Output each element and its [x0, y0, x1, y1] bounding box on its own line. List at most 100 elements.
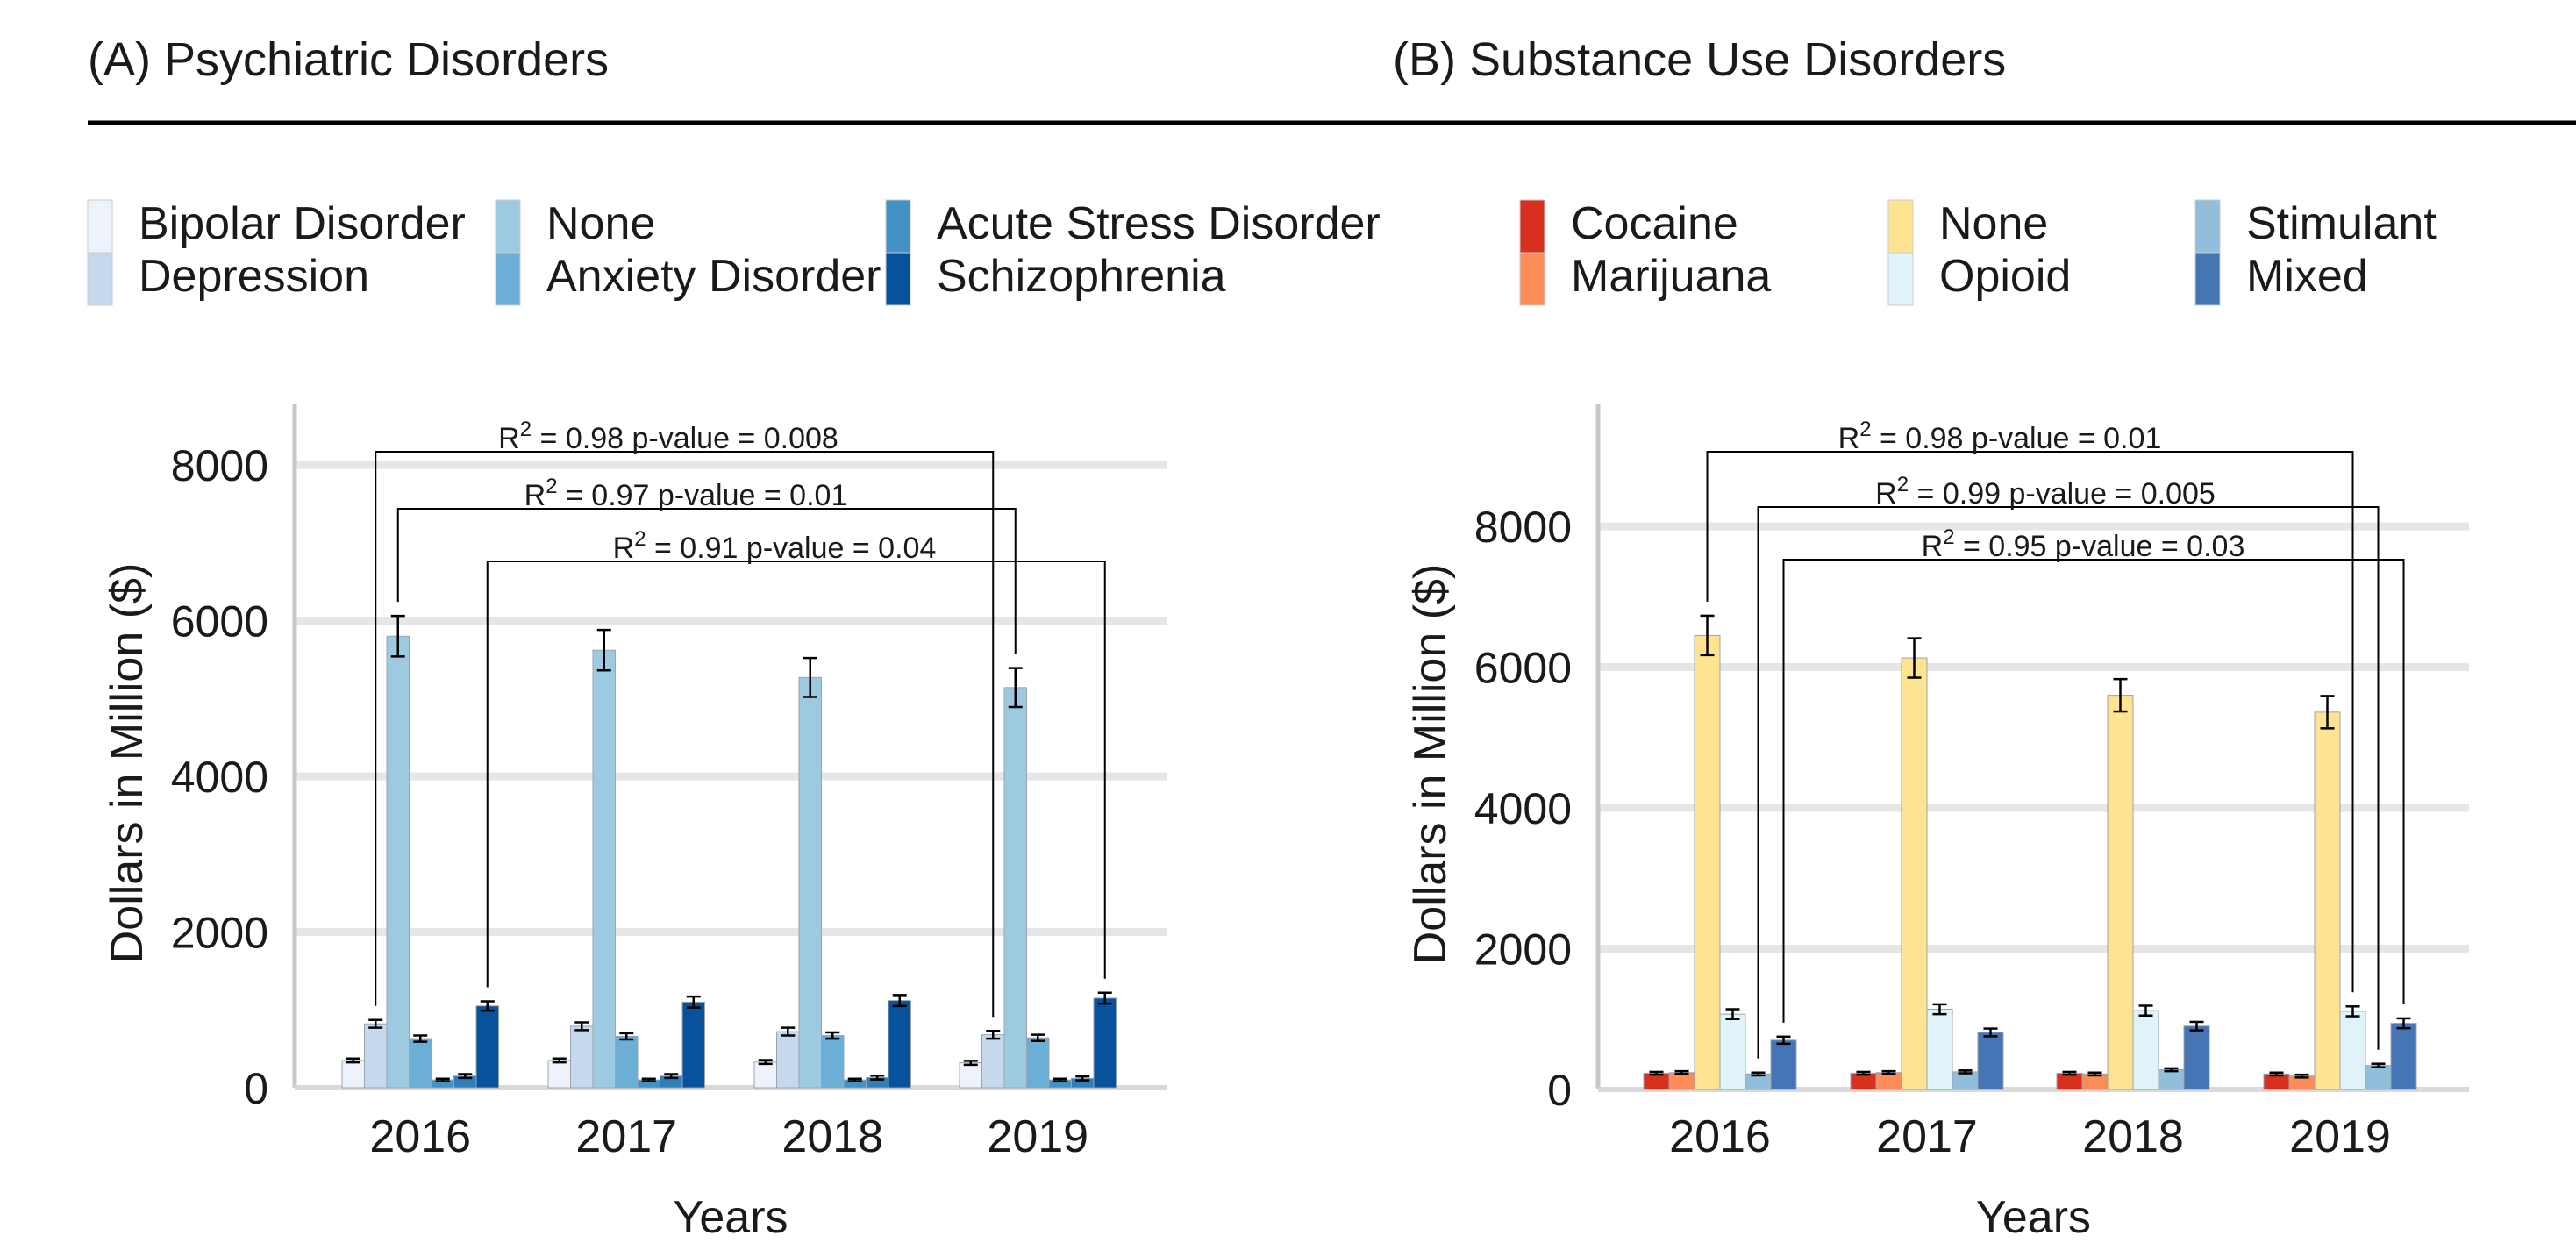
x-axis-title: Years	[1976, 1192, 2091, 1243]
bar	[547, 1060, 571, 1089]
legend-swatch	[1887, 252, 1914, 306]
y-tick-label: 8000	[171, 441, 268, 490]
y-axis-title: Dollars in Million ($)	[102, 563, 153, 964]
bar	[1719, 1013, 1746, 1090]
legend-label: Mixed	[2246, 251, 2368, 302]
y-tick-label: 4000	[1474, 784, 1572, 833]
bar	[2339, 1011, 2366, 1090]
bar	[1026, 1037, 1050, 1089]
legend-swatch	[2194, 252, 2221, 306]
y-tick-label: 6000	[1474, 644, 1572, 693]
significance-bracket	[1757, 506, 2380, 1059]
bar	[570, 1025, 594, 1089]
significance-bracket	[486, 561, 1106, 988]
bar	[798, 676, 822, 1089]
bar	[364, 1023, 388, 1089]
bar	[681, 1001, 705, 1089]
legend-swatch	[87, 199, 113, 254]
x-tick-label: 2016	[369, 1111, 471, 1162]
significance-bracket	[1706, 451, 2354, 993]
legend-label: None	[1939, 198, 2048, 249]
bar	[1901, 657, 1928, 1090]
bar	[1875, 1072, 1902, 1090]
x-tick-label: 2019	[2289, 1111, 2391, 1162]
legend-swatch	[885, 252, 911, 306]
legend-label: Acute Stress Disorder	[937, 198, 1381, 249]
bar	[2158, 1069, 2185, 1090]
bar	[981, 1034, 1005, 1089]
legend-swatch	[2194, 199, 2221, 254]
bar	[2107, 695, 2134, 1090]
bar	[1003, 687, 1027, 1089]
bar	[1926, 1009, 1953, 1090]
legend-label: Anxiety Disorder	[546, 251, 881, 302]
significance-label: R2 = 0.98 p-value = 0.008	[498, 418, 838, 455]
significance-label: R2 = 0.98 p-value = 0.01	[1838, 418, 2162, 455]
bar	[409, 1038, 432, 1089]
y-tick-label: 2000	[1474, 925, 1572, 975]
y-tick-label: 0	[244, 1064, 268, 1113]
bar	[1668, 1072, 1695, 1090]
bar	[2314, 711, 2341, 1090]
bar	[1093, 997, 1117, 1089]
bar	[959, 1062, 982, 1089]
bar	[1952, 1071, 1979, 1090]
legend-swatch	[495, 199, 521, 254]
panel-title: (B) Substance Use Disorders	[1393, 33, 2006, 86]
legend-swatch	[87, 252, 113, 306]
y-tick-label: 4000	[171, 753, 268, 802]
significance-label: R2 = 0.99 p-value = 0.005	[1875, 473, 2216, 511]
bar	[1694, 634, 1721, 1090]
legend-label: Stimulant	[2246, 198, 2437, 249]
bar	[2365, 1065, 2392, 1090]
y-tick-label: 6000	[171, 597, 268, 647]
x-tick-label: 2017	[575, 1111, 677, 1162]
legend-label: Depression	[139, 251, 369, 302]
legend-swatch	[1887, 199, 1914, 254]
legend-swatch	[1519, 252, 1545, 306]
x-axis-title: Years	[673, 1192, 788, 1243]
legend-label: Cocaine	[1571, 198, 1738, 249]
significance-label: R2 = 0.91 p-value = 0.04	[613, 527, 937, 565]
y-axis-title: Dollars in Million ($)	[1405, 564, 1456, 965]
x-tick-label: 2018	[2082, 1111, 2184, 1162]
panel-b: (B) Substance Use Disorders CocaineMariju…	[1393, 33, 2469, 1243]
significance-bracket	[396, 508, 1017, 654]
bar	[753, 1061, 777, 1089]
legend-label: Marijuana	[1571, 251, 1771, 302]
bar	[1770, 1039, 1797, 1090]
significance-label: R2 = 0.97 p-value = 0.01	[524, 475, 848, 512]
bar	[386, 635, 410, 1089]
x-tick-label: 2019	[987, 1111, 1088, 1162]
legend-label: Opioid	[1939, 251, 2071, 302]
legend-swatch	[885, 199, 911, 254]
significance-label: R2 = 0.95 p-value = 0.03	[1922, 525, 2245, 563]
legend-swatch	[1519, 199, 1545, 254]
bar	[592, 649, 616, 1089]
panel-a: (A) Psychiatric Disorders Bipolar Disorde…	[87, 33, 1381, 1243]
y-tick-label: 0	[1547, 1066, 1572, 1115]
bar	[888, 1000, 911, 1089]
significance-bracket	[375, 451, 995, 1018]
significance-bracket	[1782, 559, 2405, 1023]
bar	[821, 1035, 845, 1089]
bar	[1977, 1032, 2004, 1090]
x-tick-label: 2016	[1669, 1111, 1771, 1162]
y-tick-label: 2000	[171, 909, 268, 958]
bar	[776, 1031, 800, 1089]
bar	[615, 1035, 639, 1089]
y-tick-label: 8000	[1474, 503, 1572, 552]
bar	[475, 1005, 499, 1089]
legend-label: Bipolar Disorder	[139, 198, 466, 249]
legend-swatch	[495, 252, 521, 306]
bar	[341, 1060, 365, 1089]
bar	[2132, 1010, 2159, 1090]
legend-label: None	[546, 198, 655, 249]
bar	[2390, 1023, 2417, 1090]
x-tick-label: 2018	[781, 1111, 883, 1162]
x-tick-label: 2017	[1876, 1111, 1978, 1162]
bar	[2183, 1025, 2210, 1090]
legend-label: Schizophrenia	[937, 251, 1226, 302]
panel-title: (A) Psychiatric Disorders	[88, 33, 609, 86]
